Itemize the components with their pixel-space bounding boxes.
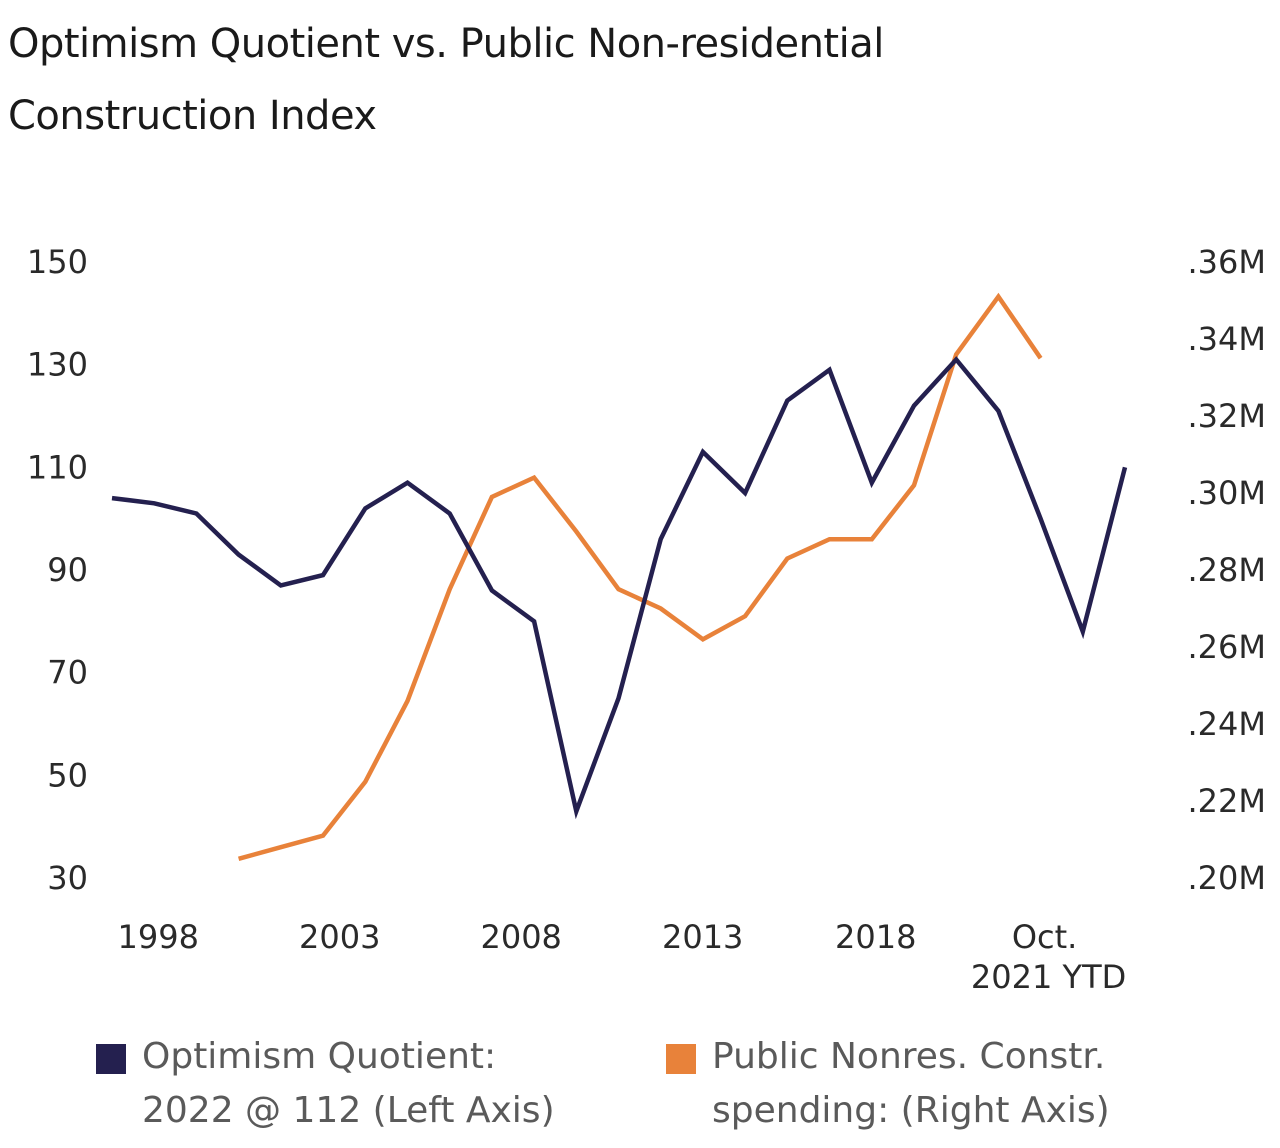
legend-item-optimism: Optimism Quotient: 2022 @ 112 (Left Axis…	[96, 1030, 555, 1138]
x-axis-tick-label: Oct.	[1012, 918, 1078, 956]
legend-item-public-nonres: Public Nonres. Constr. spending: (Right …	[666, 1030, 1110, 1138]
series-layer	[111, 292, 1128, 861]
left-axis-tick-label: 30	[47, 859, 88, 897]
chart-title-line-2: Construction Index	[8, 93, 377, 139]
right-axis-tick-label: .28M	[1188, 551, 1267, 589]
legend-swatch-optimism	[96, 1044, 126, 1074]
left-axis-tick-label: 70	[47, 654, 88, 692]
chart-title: Optimism Quotient vs. Public Non-residen…	[8, 8, 884, 152]
left-axis-tick-label: 150	[27, 243, 88, 281]
x-axis-tick-label: 2003	[299, 918, 380, 956]
left-axis-tick-label: 50	[47, 756, 88, 794]
right-axis-tick-label: .22M	[1188, 782, 1267, 820]
left-axis-ticks: 150 130 110 90 70 50 30	[27, 243, 88, 897]
x-axis-tick-label: 2013	[662, 918, 743, 956]
legend-label-optimism-line-2: 2022 @ 112 (Left Axis)	[142, 1090, 555, 1131]
x-axis-tick-label: 1998	[117, 918, 198, 956]
left-axis-tick-label: 130	[27, 346, 88, 384]
x-axis-tick-label: 2021 YTD	[971, 958, 1126, 996]
right-axis-ticks: .36M .34M .32M .30M .28M .26M .24M .22M .20M	[1188, 243, 1267, 897]
legend-label-optimism-line-1: Optimism Quotient:	[142, 1036, 497, 1077]
legend-label-public-nonres-line-2: spending: (Right Axis)	[712, 1090, 1110, 1131]
legend-swatch-public-nonres	[666, 1044, 696, 1074]
right-axis-tick-label: .30M	[1188, 474, 1267, 512]
right-axis-tick-label: .34M	[1188, 320, 1267, 358]
x-axis-tick-label: 2008	[480, 918, 561, 956]
right-axis-tick-label: .26M	[1188, 628, 1267, 666]
x-axis-ticks: 1998 2003 2008 2013 2018 Oct.2021 YTD	[117, 918, 1126, 996]
right-axis-tick-label: .20M	[1188, 859, 1267, 897]
right-axis-tick-label: .32M	[1188, 397, 1267, 435]
chart-title-line-1: Optimism Quotient vs. Public Non-residen…	[8, 21, 884, 67]
series-line-public-nonres	[238, 292, 1043, 861]
legend-label-public-nonres-line-1: Public Nonres. Constr.	[712, 1036, 1106, 1077]
right-axis-tick-label: .36M	[1188, 243, 1267, 281]
left-axis-tick-label: 110	[27, 448, 88, 486]
right-axis-tick-label: .24M	[1188, 705, 1267, 743]
x-axis-tick-label: 2018	[835, 918, 916, 956]
left-axis-tick-label: 90	[47, 551, 88, 589]
